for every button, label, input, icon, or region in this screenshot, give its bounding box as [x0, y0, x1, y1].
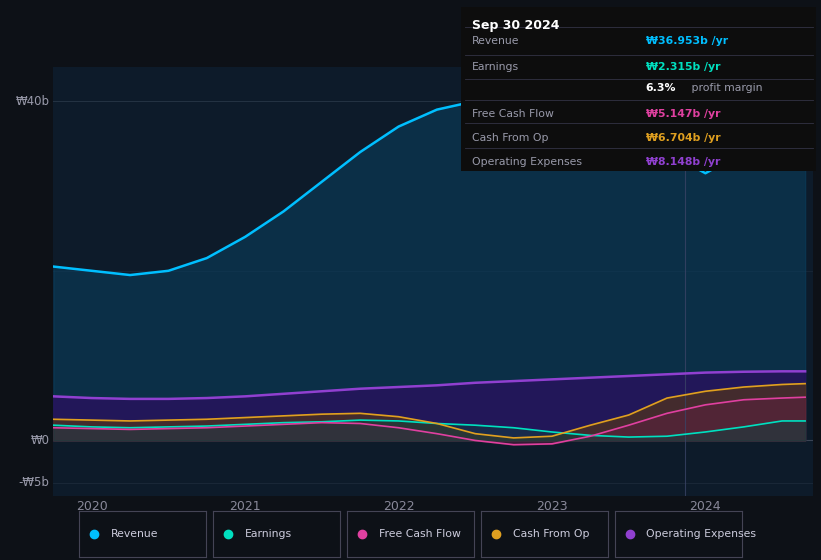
Text: Operating Expenses: Operating Expenses [646, 529, 756, 539]
Text: Earnings: Earnings [245, 529, 292, 539]
Text: Sep 30 2024: Sep 30 2024 [472, 18, 560, 32]
Text: ₩2.315b /yr: ₩2.315b /yr [646, 62, 720, 72]
Text: profit margin: profit margin [688, 83, 763, 93]
Text: Revenue: Revenue [111, 529, 158, 539]
Text: Earnings: Earnings [472, 62, 519, 72]
Text: ₩5.147b /yr: ₩5.147b /yr [646, 109, 720, 119]
Text: ₩6.704b /yr: ₩6.704b /yr [646, 133, 721, 143]
Text: Free Cash Flow: Free Cash Flow [378, 529, 461, 539]
Text: Revenue: Revenue [472, 36, 520, 46]
Text: ₩36.953b /yr: ₩36.953b /yr [646, 36, 728, 46]
Text: ₩8.148b /yr: ₩8.148b /yr [646, 157, 720, 167]
Text: 6.3%: 6.3% [646, 83, 677, 93]
Text: ₩0: ₩0 [30, 434, 49, 447]
Text: ₩40b: ₩40b [16, 95, 49, 108]
Text: Cash From Op: Cash From Op [512, 529, 589, 539]
Text: Operating Expenses: Operating Expenses [472, 157, 582, 167]
Text: -₩5b: -₩5b [19, 477, 49, 489]
Text: Cash From Op: Cash From Op [472, 133, 548, 143]
Text: Free Cash Flow: Free Cash Flow [472, 109, 554, 119]
